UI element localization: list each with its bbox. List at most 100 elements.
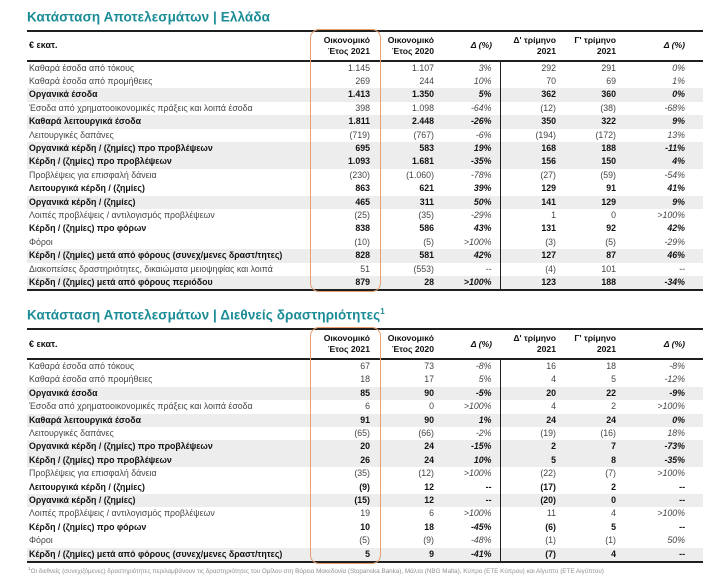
- cell-fy2020: 1.350: [411, 89, 434, 100]
- table-row: Καθαρά έσοδα από προμήθειες 269 244 10% 70 69…: [27, 74, 703, 89]
- cell-q3-2021: 22: [606, 387, 616, 398]
- cell-q3-2021: 291: [601, 62, 616, 73]
- row-label: Διακοπείσες δραστηριότητες, δικαιώματα μ…: [29, 263, 273, 274]
- column-header-line2: 2021: [596, 45, 616, 56]
- cell-delta-quarter: -11%: [665, 142, 685, 153]
- report-page: Κατάσταση Αποτελεσμάτων | Ελλάδα € εκατ.…: [27, 10, 703, 575]
- cell-fy2020: 24: [424, 441, 434, 452]
- cell-q4-2021: (4): [499, 262, 564, 276]
- column-header-line1: Γ' τρίμηνο: [574, 35, 616, 45]
- table-wrap-greece: € εκατ. Οικονομικό Έτος 2021 Οικονομικό Έτος…: [27, 28, 703, 293]
- cell-q4-2021: 156: [499, 155, 564, 169]
- cell-fy2021: 67: [360, 360, 370, 371]
- table-row: Λειτουργικές δαπάνες (719) (767) -6% (194) (1…: [27, 128, 703, 142]
- column-header-line2: 2021: [536, 343, 556, 354]
- cell-q3-2021: (59): [600, 169, 616, 180]
- cell-fy2020: (767): [413, 129, 434, 140]
- row-label: Λειτουργικές δαπάνες: [29, 129, 114, 140]
- cell-q4-2021: (12): [499, 101, 564, 116]
- cell-delta-quarter: 0%: [672, 414, 685, 425]
- table-row: Καθαρά έσοδα από προμήθειες 18 17 5% 4 5 -12%: [27, 373, 703, 387]
- cell-delta-annual: 50%: [473, 196, 492, 207]
- row-label: Κέρδη / (ζημίες) προ φόρων: [29, 521, 147, 532]
- cell-q3-2021: 4: [611, 508, 616, 519]
- table-body-international: Καθαρά έσοδα από τόκους 67 73 -8% 16 18 -8% Καθ…: [27, 358, 703, 562]
- cell-fy2021: 85: [360, 387, 370, 398]
- cell-fy2021: 10: [360, 521, 370, 532]
- row-label: Κέρδη / (ζημίες) προ προβλέψεων: [29, 156, 172, 167]
- cell-delta-quarter: >100%: [657, 209, 685, 220]
- row-label: Λειτουργικές δαπάνες: [29, 427, 114, 438]
- cell-delta-annual: 42%: [473, 250, 492, 261]
- cell-q4-2021: (7): [499, 547, 564, 562]
- cell-fy2021: 91: [360, 414, 370, 425]
- cell-q4-2021: 4: [499, 400, 564, 414]
- cell-fy2020: 90: [424, 387, 434, 398]
- column-header-line1: Δ (%): [470, 40, 492, 51]
- table-title-international: Κατάσταση Αποτελεσμάτων | Διεθνείς δραστ…: [27, 307, 703, 323]
- cell-delta-annual: -48%: [470, 535, 492, 546]
- table-row: Κέρδη / (ζημίες) μετά από φόρους περιόδο…: [27, 276, 703, 291]
- column-header-fy2021: Οικονομικό Έτος 2021: [312, 328, 378, 360]
- cell-q4-2021: 141: [499, 195, 564, 209]
- cell-fy2021: (719): [349, 129, 370, 140]
- cell-fy2020: 621: [419, 183, 434, 194]
- cell-fy2020: 9: [429, 548, 434, 559]
- table-header-greece: € εκατ. Οικονομικό Έτος 2021 Οικονομικό Έτος…: [27, 30, 703, 62]
- cell-fy2020: 1.098: [411, 102, 434, 113]
- table-row: Λειτουργικά κέρδη / (ζημίες) 863 621 39% 129…: [27, 182, 703, 196]
- cell-q4-2021: (20): [499, 493, 564, 508]
- column-header-fy2021: Οικονομικό Έτος 2021: [312, 30, 378, 62]
- cell-delta-annual: -8%: [475, 360, 492, 371]
- cell-delta-annual: 39%: [473, 183, 492, 194]
- cell-q3-2021: 188: [601, 277, 616, 287]
- cell-delta-quarter: --: [679, 521, 685, 532]
- cell-q3-2021: 0: [611, 209, 616, 220]
- row-label: Οργανικά κέρδη / (ζημίες): [29, 494, 136, 505]
- cell-delta-annual: -35%: [470, 156, 492, 167]
- cell-q4-2021: (1): [499, 534, 564, 548]
- column-header-fy2020: Οικονομικό Έτος 2020: [378, 30, 442, 62]
- table-row: Καθαρά έσοδα από τόκους 1.145 1.107 3% 292 29…: [27, 60, 703, 75]
- table-row: Οργανικά κέρδη / (ζημίες) προ προβλέψεων…: [27, 440, 703, 454]
- cell-fy2020: 18: [424, 521, 434, 532]
- cell-q4-2021: (194): [499, 128, 564, 142]
- cell-delta-quarter: >100%: [657, 508, 685, 519]
- row-label: Προβλέψεις για επισφαλή δάνεια: [29, 468, 157, 479]
- cell-delta-annual: 5%: [478, 89, 492, 100]
- footnote-superscript: 1: [28, 567, 31, 572]
- cell-fy2021: 838: [355, 223, 370, 234]
- table-row: Κέρδη / (ζημίες) προ προβλέψεων 26 24 10% 5 8…: [27, 453, 703, 468]
- cell-fy2021: 269: [355, 75, 370, 86]
- cell-q4-2021: 4: [499, 373, 564, 387]
- cell-delta-quarter: -73%: [664, 441, 685, 452]
- cell-delta-annual: -29%: [470, 209, 492, 220]
- income-statement-table-greece: € εκατ. Οικονομικό Έτος 2021 Οικονομικό Έτος…: [27, 29, 703, 292]
- table-row: Έσοδα από χρηματοοικονομικές πράξεις και…: [27, 400, 703, 414]
- table-row: Καθαρά λειτουργικά έσοδα 91 90 1% 24 24 0%: [27, 413, 703, 427]
- row-label: Καθαρά έσοδα από προμήθειες: [29, 75, 153, 86]
- row-label: Καθαρά λειτουργικά έσοδα: [29, 414, 142, 425]
- cell-fy2021: 6: [365, 401, 370, 412]
- table-title-international-superscript: 1: [380, 307, 385, 317]
- cell-fy2020: (9): [423, 535, 434, 546]
- cell-delta-annual: --: [485, 494, 492, 505]
- cell-delta-quarter: 41%: [667, 183, 685, 194]
- cell-q4-2021: 123: [499, 276, 564, 291]
- cell-fy2021: 19: [360, 508, 370, 519]
- cell-fy2020: 244: [419, 75, 434, 86]
- cell-q4-2021: 131: [499, 222, 564, 236]
- cell-fy2021: 1.145: [347, 62, 370, 73]
- cell-fy2021: 465: [355, 196, 370, 207]
- cell-fy2021: 863: [355, 183, 370, 194]
- cell-q3-2021: 87: [606, 250, 616, 261]
- cell-delta-annual: >100%: [463, 401, 492, 412]
- cell-fy2020: 17: [424, 374, 434, 385]
- cell-fy2021: (65): [354, 427, 370, 438]
- cell-delta-quarter: 42%: [667, 223, 685, 234]
- header-row: € εκατ. Οικονομικό Έτος 2021 Οικονομικό Έτος…: [27, 328, 703, 360]
- row-label: Λοιπές προβλέψεις / αντιλογισμός προβλέψ…: [29, 508, 215, 519]
- cell-q4-2021: (27): [499, 168, 564, 183]
- cell-q3-2021: (1): [605, 535, 616, 546]
- cell-delta-quarter: >100%: [657, 468, 685, 479]
